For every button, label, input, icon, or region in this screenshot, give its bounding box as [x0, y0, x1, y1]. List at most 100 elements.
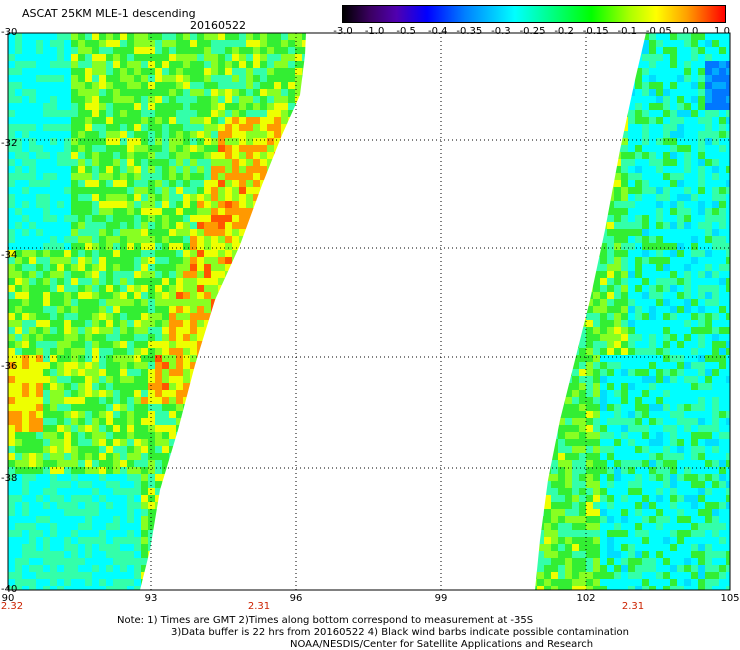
wind-cell [698, 229, 705, 236]
wind-cell [113, 159, 120, 166]
wind-cell [260, 173, 267, 180]
wind-cell [246, 516, 253, 523]
wind-cell [71, 166, 78, 173]
wind-cell [50, 439, 57, 446]
wind-cell [197, 145, 204, 152]
wind-cell [537, 341, 544, 348]
wind-cell [113, 334, 120, 341]
wind-cell [607, 159, 614, 166]
wind-cell [50, 404, 57, 411]
wind-cell [176, 383, 183, 390]
wind-cell [628, 264, 635, 271]
wind-cell [148, 488, 155, 495]
wind-cell [635, 96, 642, 103]
wind-cell [141, 68, 148, 75]
wind-cell [607, 292, 614, 299]
wind-cell [225, 33, 232, 40]
wind-cell [635, 222, 642, 229]
wind-cell [71, 516, 78, 523]
wind-cell [99, 530, 106, 537]
wind-cell [64, 558, 71, 565]
wind-cell [183, 82, 190, 89]
wind-cell [698, 138, 705, 145]
wind-cell [71, 173, 78, 180]
wind-cell [544, 236, 551, 243]
wind-cell [691, 201, 698, 208]
wind-cell [614, 159, 621, 166]
wind-cell [309, 530, 316, 537]
wind-cell [225, 544, 232, 551]
wind-cell [50, 355, 57, 362]
wind-cell [211, 54, 218, 61]
wind-cell [726, 257, 730, 264]
wind-cell [113, 173, 120, 180]
wind-cell [246, 264, 253, 271]
wind-cell [281, 47, 288, 54]
wind-cell [50, 236, 57, 243]
wind-cell [246, 215, 253, 222]
wind-cell [537, 75, 544, 82]
wind-cell [106, 68, 113, 75]
wind-cell [71, 509, 78, 516]
wind-cell [705, 362, 712, 369]
wind-cell [155, 383, 162, 390]
wind-cell [36, 292, 43, 299]
wind-cell [705, 292, 712, 299]
wind-cell [246, 579, 253, 586]
wind-cell [684, 138, 691, 145]
wind-cell [155, 264, 162, 271]
wind-cell [614, 75, 621, 82]
wind-cell [302, 362, 306, 369]
wind-cell [22, 33, 29, 40]
wind-cell [134, 110, 141, 117]
wind-cell [211, 33, 218, 40]
wind-cell [120, 299, 127, 306]
wind-cell [267, 516, 274, 523]
wind-cell [78, 68, 85, 75]
wind-cell [22, 208, 29, 215]
wind-cell [558, 89, 565, 96]
wind-cell [92, 54, 99, 61]
wind-cell [92, 138, 99, 145]
wind-cell [551, 68, 558, 75]
wind-cell [302, 194, 306, 201]
wind-cell [155, 439, 162, 446]
wind-cell [78, 495, 85, 502]
wind-cell [565, 89, 572, 96]
wind-cell [551, 236, 558, 243]
wind-cell [225, 383, 232, 390]
wind-cell [302, 397, 306, 404]
wind-cell [190, 467, 197, 474]
wind-cell [670, 33, 677, 40]
wind-cell [614, 355, 621, 362]
wind-cell [621, 138, 628, 145]
wind-cell [537, 124, 544, 131]
wind-cell [239, 138, 246, 145]
wind-cell [572, 194, 579, 201]
wind-cell [535, 194, 537, 201]
wind-cell [57, 236, 64, 243]
wind-cell [239, 285, 246, 292]
wind-cell [225, 138, 232, 145]
wind-cell [246, 411, 253, 418]
wind-cell [155, 61, 162, 68]
wind-cell [113, 327, 120, 334]
wind-cell [572, 138, 579, 145]
wind-cell [535, 299, 537, 306]
wind-cell [183, 488, 190, 495]
wind-cell [670, 187, 677, 194]
wind-cell [239, 446, 246, 453]
wind-cell [677, 124, 684, 131]
wind-cell [120, 348, 127, 355]
wind-cell [120, 495, 127, 502]
wind-cell [36, 145, 43, 152]
wind-cell [649, 82, 656, 89]
wind-cell [8, 383, 15, 390]
wind-cell [663, 376, 670, 383]
wind-cell [57, 96, 64, 103]
wind-cell [15, 264, 22, 271]
wind-cell [106, 369, 113, 376]
wind-cell [586, 299, 593, 306]
wind-cell [691, 222, 698, 229]
wind-cell [698, 341, 705, 348]
